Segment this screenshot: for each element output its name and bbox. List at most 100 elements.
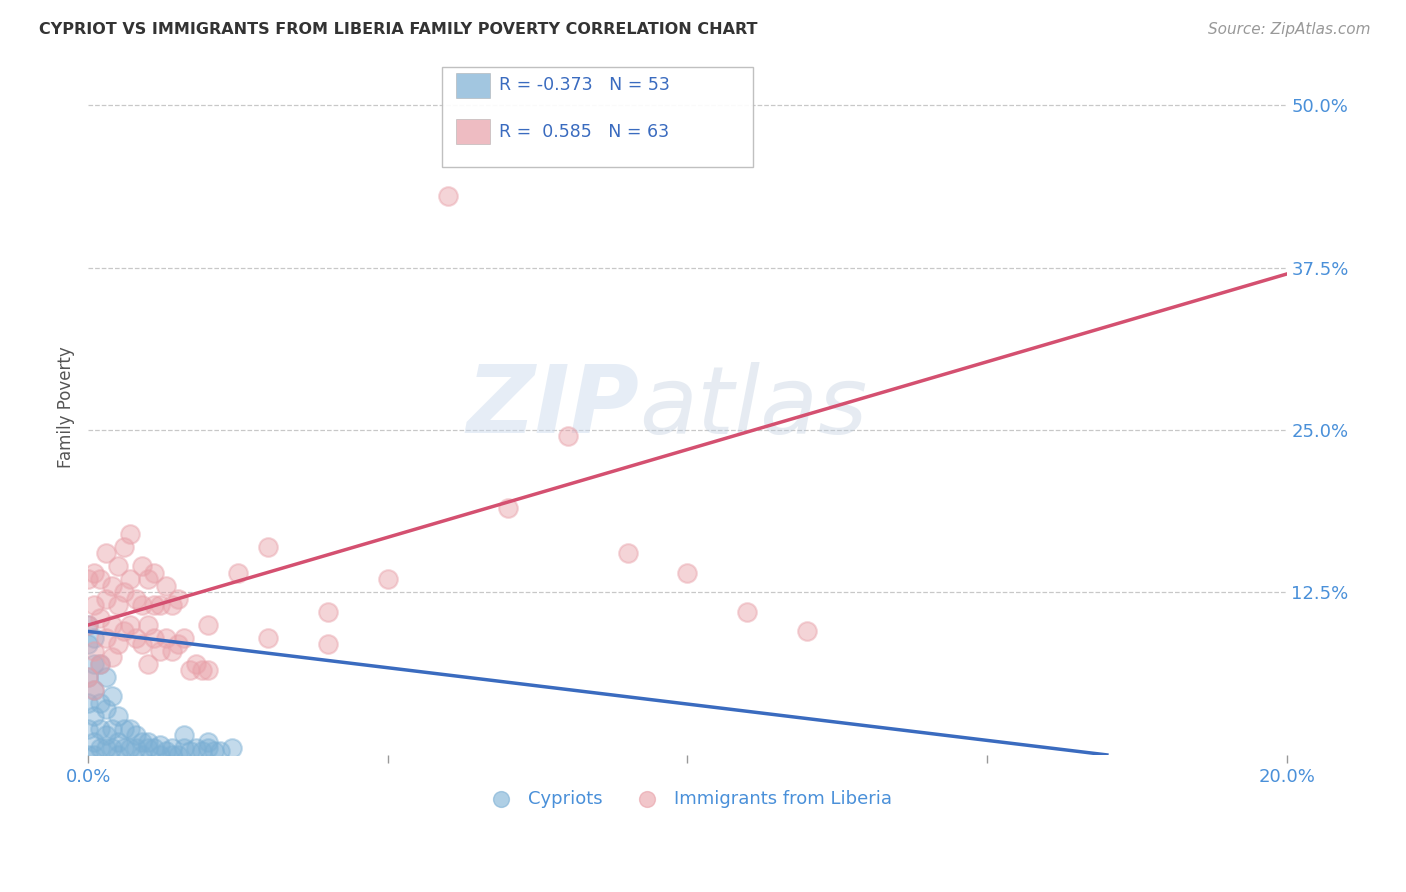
Point [96, 591, 118, 606]
Point [96, 728, 118, 742]
Point [125, 728, 148, 742]
Point [316, 605, 339, 619]
Point [186, 741, 208, 756]
Point [83, 657, 105, 671]
Point [131, 747, 153, 762]
Point [377, 573, 399, 587]
Point [179, 744, 201, 758]
Point [162, 599, 184, 613]
Legend: Cypriots, Immigrants from Liberia: Cypriots, Immigrants from Liberia [475, 783, 900, 815]
Point [162, 747, 184, 762]
Point [112, 540, 135, 554]
Point [96, 670, 118, 684]
Point [77, 670, 100, 684]
Point [616, 546, 638, 560]
Bar [456, 73, 489, 98]
Point [89, 611, 111, 625]
Point [89, 657, 111, 671]
Point [120, 741, 142, 756]
Point [143, 741, 166, 756]
Point [89, 657, 111, 671]
Point [101, 579, 124, 593]
Point [149, 747, 172, 762]
Point [125, 741, 148, 756]
Point [77, 637, 100, 651]
Point [96, 546, 118, 560]
Point [167, 591, 190, 606]
Point [107, 559, 129, 574]
Point [173, 631, 195, 645]
Point [162, 741, 184, 756]
Point [83, 566, 105, 580]
Point [83, 644, 105, 658]
Point [136, 741, 159, 756]
Point [226, 566, 249, 580]
Point [155, 579, 177, 593]
Point [83, 599, 105, 613]
Point [191, 664, 214, 678]
Point [107, 735, 129, 749]
Point [173, 728, 195, 742]
Point [77, 618, 100, 632]
Point [83, 735, 105, 749]
Point [136, 618, 159, 632]
Point [101, 741, 124, 756]
Point [155, 631, 177, 645]
Text: R =  0.585   N = 63: R = 0.585 N = 63 [499, 123, 669, 141]
Point [173, 741, 195, 756]
Point [179, 664, 201, 678]
Point [197, 618, 219, 632]
Point [136, 735, 159, 749]
Point [89, 696, 111, 710]
Point [107, 599, 129, 613]
Point [120, 527, 142, 541]
Point [77, 747, 100, 762]
Point [125, 631, 148, 645]
Point [257, 631, 280, 645]
Point [136, 657, 159, 671]
Point [209, 744, 232, 758]
Point [197, 664, 219, 678]
Point [107, 637, 129, 651]
Point [155, 744, 177, 758]
Text: Source: ZipAtlas.com: Source: ZipAtlas.com [1208, 22, 1371, 37]
Point [186, 657, 208, 671]
Point [257, 540, 280, 554]
Point [149, 644, 172, 658]
Point [77, 670, 100, 684]
Point [167, 637, 190, 651]
Point [107, 747, 129, 762]
Point [83, 709, 105, 723]
Text: R = -0.373   N = 53: R = -0.373 N = 53 [499, 77, 671, 95]
Point [112, 722, 135, 736]
Y-axis label: Family Poverty: Family Poverty [58, 346, 75, 468]
Point [125, 591, 148, 606]
Point [136, 573, 159, 587]
Point [197, 741, 219, 756]
Point [112, 624, 135, 639]
Point [737, 605, 759, 619]
Point [120, 573, 142, 587]
Point [101, 650, 124, 665]
Point [77, 618, 100, 632]
Point [96, 631, 118, 645]
Point [96, 741, 118, 756]
Point [316, 637, 339, 651]
Point [197, 735, 219, 749]
Point [96, 702, 118, 716]
Point [83, 682, 105, 697]
Text: CYPRIOT VS IMMIGRANTS FROM LIBERIA FAMILY POVERTY CORRELATION CHART: CYPRIOT VS IMMIGRANTS FROM LIBERIA FAMIL… [39, 22, 758, 37]
Point [143, 566, 166, 580]
Bar [456, 120, 489, 145]
Point [149, 738, 172, 752]
Point [101, 722, 124, 736]
Point [131, 637, 153, 651]
Point [83, 747, 105, 762]
Point [496, 500, 519, 515]
Point [162, 644, 184, 658]
Point [143, 631, 166, 645]
Point [77, 573, 100, 587]
Point [221, 741, 243, 756]
Point [131, 599, 153, 613]
Point [101, 618, 124, 632]
